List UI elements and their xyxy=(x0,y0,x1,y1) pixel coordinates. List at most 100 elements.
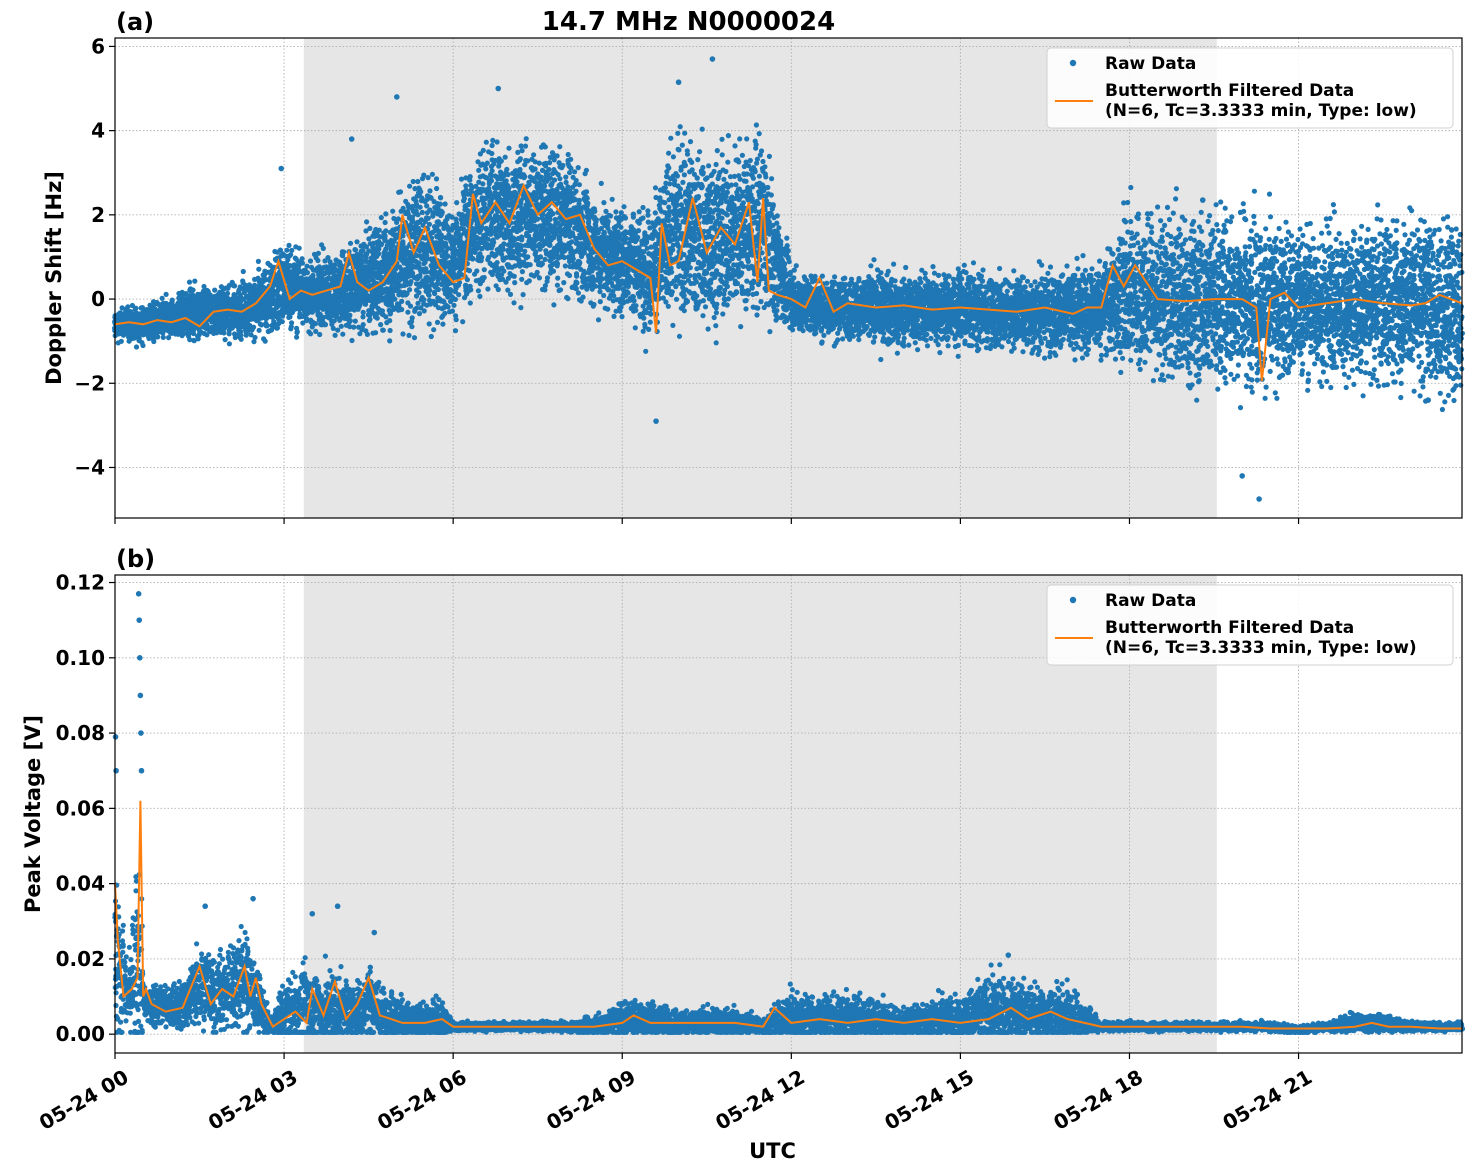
raw-data-point xyxy=(352,318,358,324)
raw-data-point xyxy=(383,211,389,217)
raw-data-point xyxy=(160,330,166,336)
raw-data-point xyxy=(231,283,237,289)
raw-data-point xyxy=(367,225,373,231)
raw-data-point xyxy=(570,256,576,262)
raw-data-point xyxy=(522,174,528,180)
raw-data-point xyxy=(159,295,165,301)
raw-data-point xyxy=(517,156,524,162)
raw-data-point xyxy=(533,249,539,255)
raw-series-a xyxy=(112,56,1465,502)
raw-data-point xyxy=(118,338,124,344)
raw-data-point xyxy=(569,239,575,245)
raw-data-point xyxy=(407,303,414,309)
raw-data-point xyxy=(546,166,552,173)
raw-data-point xyxy=(418,189,424,195)
raw-data-point xyxy=(338,323,344,329)
raw-data-point xyxy=(497,159,503,165)
raw-data-point xyxy=(505,171,511,178)
raw-data-point xyxy=(483,166,489,172)
raw-data-point xyxy=(416,311,423,317)
raw-data-point xyxy=(376,251,382,257)
raw-data-point xyxy=(390,243,396,249)
raw-data-point xyxy=(481,267,487,273)
raw-data-point xyxy=(387,318,393,324)
raw-data-point xyxy=(458,176,465,182)
raw-data-point xyxy=(467,283,473,289)
raw-data-point xyxy=(536,275,543,281)
raw-data-point xyxy=(507,291,514,297)
raw-data-point xyxy=(583,194,589,200)
raw-data-point xyxy=(352,247,359,253)
raw-data-point xyxy=(494,139,500,145)
raw-data-point xyxy=(315,257,321,264)
raw-data-point xyxy=(519,237,525,243)
raw-data-point xyxy=(425,175,431,181)
raw-data-point xyxy=(349,337,355,344)
raw-data-point xyxy=(480,181,486,187)
raw-data-point xyxy=(474,268,480,274)
raw-data-point xyxy=(432,290,438,297)
raw-data-point xyxy=(575,290,582,296)
raw-data-point xyxy=(431,327,437,333)
raw-data-point xyxy=(224,290,231,296)
raw-data-point xyxy=(585,220,592,226)
raw-data-point xyxy=(299,260,306,266)
raw-data-point xyxy=(408,279,414,285)
raw-data-point xyxy=(226,331,232,337)
raw-data-point xyxy=(383,228,389,234)
raw-data-point xyxy=(562,263,568,269)
raw-data-point xyxy=(347,240,354,246)
raw-data-point xyxy=(427,188,433,194)
raw-data-point xyxy=(452,296,458,302)
raw-data-point xyxy=(557,144,563,150)
raw-data-point xyxy=(573,177,579,184)
raw-data-point xyxy=(440,321,446,327)
raw-data-point xyxy=(475,288,481,294)
raw-data-point xyxy=(480,147,486,153)
raw-data-point xyxy=(332,332,338,338)
raw-data-point xyxy=(409,324,415,330)
raw-data-point xyxy=(484,160,490,166)
raw-data-point xyxy=(506,185,512,191)
raw-data-point xyxy=(556,237,562,243)
raw-data-point xyxy=(467,177,473,183)
raw-data-point xyxy=(449,308,456,314)
raw-data-point xyxy=(520,292,526,298)
raw-data-point xyxy=(454,220,460,226)
raw-data-point xyxy=(299,256,305,262)
raw-data-point xyxy=(547,160,553,166)
raw-data-point xyxy=(226,341,232,347)
raw-data-point xyxy=(575,165,581,171)
raw-data-point xyxy=(584,189,590,195)
raw-data-point xyxy=(591,206,598,212)
raw-data-point xyxy=(434,185,440,192)
raw-data-point xyxy=(271,318,277,325)
raw-data-point xyxy=(525,254,531,260)
raw-data-point xyxy=(251,324,257,330)
raw-data-point xyxy=(467,300,473,306)
raw-data-point xyxy=(405,309,411,315)
raw-data-point xyxy=(568,156,574,162)
raw-data-point xyxy=(294,334,300,340)
raw-data-point xyxy=(382,219,388,226)
raw-data-point xyxy=(363,301,369,307)
raw-data-point xyxy=(550,268,557,274)
raw-data-point xyxy=(169,299,175,305)
raw-data-point xyxy=(557,176,563,182)
raw-data-point xyxy=(534,216,541,222)
raw-data-point xyxy=(433,176,440,182)
raw-data-point xyxy=(155,334,161,340)
raw-data-point xyxy=(400,331,406,337)
raw-data-point xyxy=(483,139,489,145)
raw-data-point xyxy=(264,323,270,329)
raw-data-point xyxy=(319,242,325,248)
raw-data-point xyxy=(581,250,588,256)
raw-data-point xyxy=(442,201,448,207)
raw-data-point xyxy=(592,283,598,289)
raw-data-point xyxy=(477,293,483,299)
raw-data-point xyxy=(424,203,430,209)
raw-data-point xyxy=(555,275,561,281)
raw-data-point xyxy=(163,291,169,297)
raw-data-point xyxy=(315,250,321,256)
